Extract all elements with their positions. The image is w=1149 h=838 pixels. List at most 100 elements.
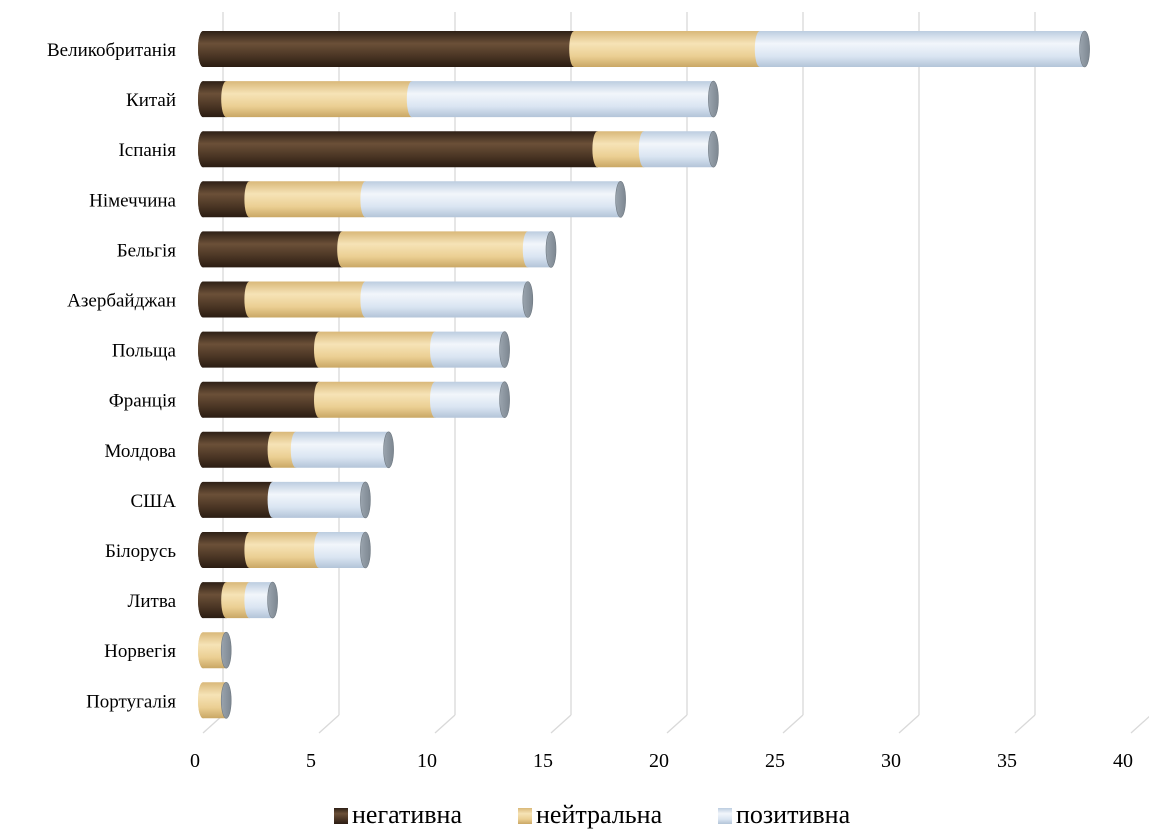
bar-row-китай xyxy=(198,80,719,118)
bar-негативна-білорусь xyxy=(198,532,255,568)
gridline-0 xyxy=(202,12,224,734)
bar-start-cap-білорусь xyxy=(198,532,208,568)
x-tick-label-10: 10 xyxy=(417,750,437,772)
bar-start-cap-норвегія xyxy=(198,632,208,669)
category-label-німеччина: Німеччина xyxy=(89,190,176,211)
gridline-15 xyxy=(550,12,572,734)
bar-end-cap-литва xyxy=(267,581,278,619)
bar-негативна-польща xyxy=(198,331,324,368)
bar-end-cap-польща xyxy=(499,331,510,368)
bar-позитивна-польща xyxy=(430,331,510,368)
category-label-великобританія: Великобританія xyxy=(47,40,176,61)
bar-негативна-сша xyxy=(197,481,278,518)
bar-start-cap-іспанія xyxy=(198,131,208,168)
bar-start-cap-бельгія xyxy=(198,231,208,268)
bar-позитивна-німеччина xyxy=(360,181,626,218)
gridline-10 xyxy=(434,12,456,734)
bar-row-норвегія xyxy=(198,631,232,669)
gridline-40 xyxy=(1130,715,1149,734)
legend-swatch-позитивна xyxy=(718,808,732,824)
x-tick-label-0: 0 xyxy=(190,750,200,772)
bar-позитивна-білорусь xyxy=(314,532,371,568)
gridline-35 xyxy=(1014,12,1036,734)
bar-row-франція xyxy=(198,381,510,419)
category-label-азербайджан: Азербайджан xyxy=(67,291,176,312)
category-label-португалія: Португалія xyxy=(86,691,176,712)
bar-row-великобританія xyxy=(198,30,1090,68)
bar-row-литва xyxy=(198,581,278,619)
x-tick-label-5: 5 xyxy=(306,750,316,772)
category-label-молдова: Молдова xyxy=(105,441,177,462)
bar-негативна-молдова xyxy=(198,431,278,468)
bar-end-cap-бельгія xyxy=(545,231,557,268)
bar-end-cap-сша xyxy=(360,481,371,519)
bar-негативна-бельгія xyxy=(198,231,348,268)
bar-end-cap-білорусь xyxy=(360,531,371,569)
bar-нейтральна-китай xyxy=(221,81,417,118)
bar-нейтральна-азербайджан xyxy=(244,281,371,318)
category-label-франція: Франція xyxy=(109,391,177,412)
bars xyxy=(197,30,1090,719)
bar-негативна-великобританія xyxy=(198,31,580,67)
bar-row-польща xyxy=(198,331,510,368)
bar-end-cap-норвегія xyxy=(220,631,232,669)
bar-end-cap-молдова xyxy=(383,431,394,469)
category-label-білорусь: Білорусь xyxy=(105,541,176,562)
bar-row-молдова xyxy=(198,431,394,469)
x-tick-label-15: 15 xyxy=(533,750,553,772)
bar-start-cap-китай xyxy=(198,81,208,118)
bar-start-cap-азербайджан xyxy=(198,281,208,318)
bar-start-cap-португалія xyxy=(198,682,208,719)
bar-row-бельгія xyxy=(198,231,557,268)
legend-item-позитивна: позитивна xyxy=(718,800,851,829)
category-label-сша: США xyxy=(130,491,176,512)
bar-start-cap-франція xyxy=(198,381,208,418)
gridline-5 xyxy=(318,12,340,734)
bar-негативна-іспанія xyxy=(198,131,603,168)
category-labels: Великобританія Китай Іспанія Німеччина Бельг… xyxy=(47,40,177,712)
bar-end-cap-великобританія xyxy=(1079,30,1090,68)
x-tick-label-25: 25 xyxy=(765,750,785,772)
x-tick-label-35: 35 xyxy=(997,750,1017,772)
bar-нейтральна-польща xyxy=(314,331,440,368)
bar-end-cap-китай xyxy=(708,80,719,118)
legend-item-негативна: негативна xyxy=(334,800,462,829)
bar-нейтральна-білорусь xyxy=(244,532,324,568)
bar-start-cap-німеччина xyxy=(198,181,208,218)
bar-позитивна-франція xyxy=(430,381,510,418)
bar-нейтральна-німеччина xyxy=(244,181,371,218)
category-label-іспанія: Іспанія xyxy=(118,140,176,161)
bar-start-cap-сша xyxy=(198,481,208,518)
bar-end-cap-франція xyxy=(499,381,510,419)
bar-start-cap-литва xyxy=(198,582,208,619)
gridline-20 xyxy=(666,12,688,734)
category-label-китай: Китай xyxy=(126,90,176,111)
category-label-польща: Польща xyxy=(112,341,177,362)
bar-row-сша xyxy=(197,481,371,519)
bar-нейтральна-бельгія xyxy=(337,231,533,268)
legend: негативна нейтральна позитивна xyxy=(334,800,851,829)
bar-негативна-франція xyxy=(198,381,324,418)
bar-row-іспанія xyxy=(198,130,719,168)
category-label-литва: Литва xyxy=(127,591,176,612)
bar-негативна-німеччина xyxy=(198,181,255,218)
gridlines xyxy=(202,12,1149,734)
category-label-бельгія: Бельгія xyxy=(117,240,177,261)
bar-нейтральна-франція xyxy=(314,381,440,418)
legend-label-нейтральна: нейтральна xyxy=(536,800,663,829)
bar-end-cap-іспанія xyxy=(708,130,719,168)
bar-позитивна-азербайджан xyxy=(360,281,533,318)
bar-негативна-азербайджан xyxy=(198,281,255,318)
bar-row-білорусь xyxy=(198,531,371,569)
bar-позитивна-великобританія xyxy=(754,31,1090,67)
x-tick-label-40: 40 xyxy=(1113,750,1133,772)
bar-start-cap-польща xyxy=(198,331,208,368)
legend-label-негативна: негативна xyxy=(352,800,462,829)
bar-нейтральна-великобританія xyxy=(569,31,765,67)
legend-swatch-нейтральна xyxy=(518,808,532,824)
bar-end-cap-німеччина xyxy=(615,181,626,218)
bar-start-cap-великобританія xyxy=(198,31,208,67)
bar-позитивна-сша xyxy=(267,481,371,518)
